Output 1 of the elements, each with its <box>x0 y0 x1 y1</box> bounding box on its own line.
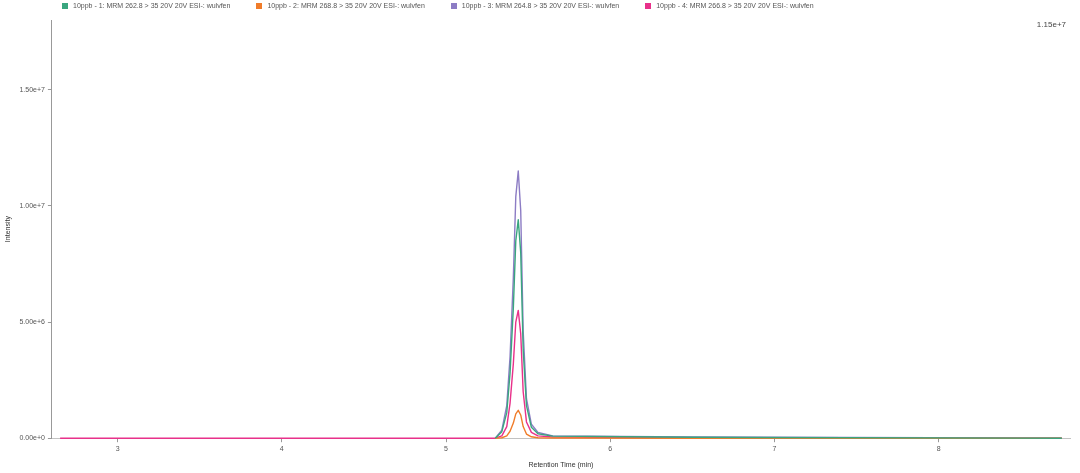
annotation: 1.15e+7 <box>1036 20 1066 29</box>
